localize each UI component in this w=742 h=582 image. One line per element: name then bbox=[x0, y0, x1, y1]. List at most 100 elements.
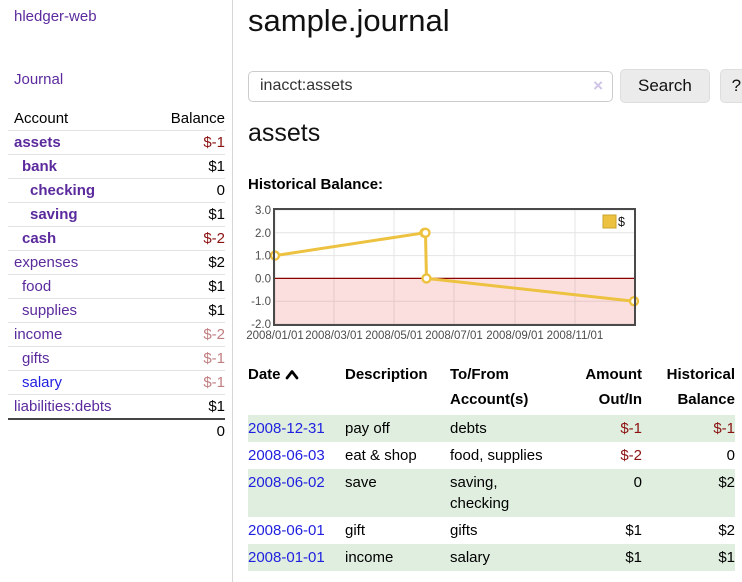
negative-region bbox=[275, 278, 634, 324]
accounts-table-header: Account Balance bbox=[8, 107, 225, 131]
transaction-description: gift bbox=[345, 522, 366, 539]
account-name-cell: salary bbox=[8, 371, 150, 395]
y-tick-label: 1.0 bbox=[255, 251, 271, 263]
historical-balance-chart: $3.0 2.0 1.0 0.0 -1.0 -2.0 2008/01/01 2008/03/0… bbox=[246, 202, 646, 346]
account-row: income $-2 bbox=[8, 322, 225, 347]
account-row: checking 0 bbox=[8, 178, 225, 203]
transaction-date-link[interactable]: 2008-12-31 bbox=[248, 420, 325, 437]
transaction-date-cell: 2008-12-31 bbox=[248, 415, 345, 442]
transaction-accounts: gifts bbox=[450, 522, 478, 539]
account-balance: 0 bbox=[216, 182, 225, 199]
account-link-food[interactable]: food bbox=[22, 278, 52, 295]
account-link-assets[interactable]: assets bbox=[14, 134, 61, 151]
transactions-table: Date Description To/From Account(s) Amoun… bbox=[248, 362, 735, 571]
transaction-description: pay off bbox=[345, 420, 390, 437]
account-link-supplies[interactable]: supplies bbox=[22, 302, 78, 319]
account-name-cell: expenses bbox=[8, 251, 150, 275]
page-title: sample.journal bbox=[248, 3, 450, 38]
transaction-date-link[interactable]: 2008-06-03 bbox=[248, 447, 325, 464]
x-tick-label: 2008/07/01 bbox=[425, 330, 483, 342]
account-row: assets $-1 bbox=[8, 130, 225, 155]
account-heading: assets bbox=[248, 119, 321, 147]
account-name-cell: gifts bbox=[8, 347, 150, 371]
transaction-row: 2008-01-01 income salary $1 $1 bbox=[248, 544, 735, 571]
accounts-total-value: 0 bbox=[216, 423, 225, 440]
account-link-saving[interactable]: saving bbox=[30, 206, 78, 223]
help-button[interactable]: ? bbox=[719, 69, 742, 103]
transaction-amount: $-1 bbox=[620, 420, 642, 437]
search-button[interactable]: Search bbox=[620, 69, 710, 103]
sort-ascending-icon bbox=[285, 370, 298, 380]
account-balance: $-1 bbox=[203, 350, 225, 367]
data-point-marker bbox=[420, 227, 431, 238]
legend-label: $ bbox=[618, 215, 625, 229]
account-name-cell: cash bbox=[8, 227, 150, 251]
account-column-header: Account bbox=[14, 110, 69, 127]
transaction-date-cell: 2008-06-01 bbox=[248, 517, 345, 544]
transaction-row: 2008-06-01 gift gifts $1 $2 bbox=[248, 517, 735, 544]
chart-heading: Historical Balance: bbox=[248, 176, 384, 193]
account-link-cash[interactable]: cash bbox=[22, 230, 57, 247]
transaction-date-link[interactable]: 2008-06-01 bbox=[248, 522, 325, 539]
account-balance: $2 bbox=[208, 254, 225, 271]
account-link-expenses[interactable]: expenses bbox=[14, 254, 79, 271]
transaction-accounts: salary bbox=[450, 549, 491, 566]
account-row: salary $-1 bbox=[8, 370, 225, 395]
accounts-total-row: 0 bbox=[8, 419, 225, 443]
transaction-row: 2008-06-02 save saving, checking 0 $2 bbox=[248, 469, 735, 517]
account-name-cell: liabilities:debts bbox=[8, 395, 150, 420]
transaction-amount: $1 bbox=[625, 549, 642, 566]
account-link-checking[interactable]: checking bbox=[30, 182, 96, 199]
clear-search-icon[interactable]: × bbox=[593, 76, 603, 96]
y-tick-label: -1.0 bbox=[251, 296, 271, 308]
transaction-row: 2008-12-31 pay off debts $-1 $-1 bbox=[248, 415, 735, 442]
account-balance: $-2 bbox=[203, 230, 225, 247]
transaction-date-link[interactable]: 2008-01-01 bbox=[248, 549, 325, 566]
y-tick-label: -2.0 bbox=[251, 319, 271, 331]
account-link-liabilities-debts[interactable]: liabilities:debts bbox=[14, 398, 112, 415]
y-tick-label: 3.0 bbox=[255, 205, 271, 217]
account-balance: $-2 bbox=[203, 326, 225, 343]
main-content: sample.journal × Search ? assets Histori… bbox=[234, 0, 742, 582]
account-balance: $1 bbox=[208, 158, 225, 175]
search-form: × Search ? bbox=[248, 69, 742, 103]
transaction-accounts: debts bbox=[450, 420, 487, 437]
search-input[interactable] bbox=[248, 70, 613, 102]
app-brand-link[interactable]: hledger-web bbox=[14, 8, 97, 25]
sidebar-item-journal[interactable]: Journal bbox=[14, 71, 64, 88]
account-row: saving $1 bbox=[8, 202, 225, 227]
account-row: gifts $-1 bbox=[8, 346, 225, 371]
transaction-balance: $1 bbox=[718, 549, 735, 566]
legend-swatch bbox=[602, 214, 617, 229]
transaction-balance: $2 bbox=[718, 522, 735, 539]
account-link-salary[interactable]: salary bbox=[22, 374, 63, 391]
date-column-header[interactable]: Date bbox=[248, 362, 345, 415]
transaction-date-link[interactable]: 2008-06-02 bbox=[248, 474, 325, 491]
transaction-accounts: food, supplies bbox=[450, 447, 543, 464]
transaction-accounts: saving, checking bbox=[450, 474, 510, 512]
account-row: liabilities:debts $1 bbox=[8, 394, 225, 420]
account-row: expenses $2 bbox=[8, 250, 225, 275]
account-link-bank[interactable]: bank bbox=[22, 158, 58, 175]
x-tick-label: 2008/01/01 bbox=[246, 330, 304, 342]
account-name-cell: saving bbox=[8, 203, 150, 227]
tofrom-column-header: To/From Account(s) bbox=[450, 366, 529, 408]
account-balance: $1 bbox=[208, 206, 225, 223]
sidebar: hledger-web Journal Account Balance asse… bbox=[0, 0, 233, 582]
account-name-cell: assets bbox=[8, 131, 150, 155]
transaction-amount: 0 bbox=[633, 474, 642, 491]
accounts-table: Account Balance assets $-1 bank $1 checking 0… bbox=[8, 107, 225, 443]
account-row: cash $-2 bbox=[8, 226, 225, 251]
account-name-cell: supplies bbox=[8, 299, 150, 323]
account-link-gifts[interactable]: gifts bbox=[22, 350, 50, 367]
account-row: supplies $1 bbox=[8, 298, 225, 323]
description-column-header: Description bbox=[345, 366, 428, 383]
account-link-income[interactable]: income bbox=[14, 326, 63, 343]
account-balance: $1 bbox=[208, 278, 225, 295]
transaction-balance: $2 bbox=[718, 474, 735, 491]
data-point-marker bbox=[421, 273, 432, 284]
balance-column-header-main: Historical Balance bbox=[666, 366, 735, 408]
account-name-cell: food bbox=[8, 275, 150, 299]
